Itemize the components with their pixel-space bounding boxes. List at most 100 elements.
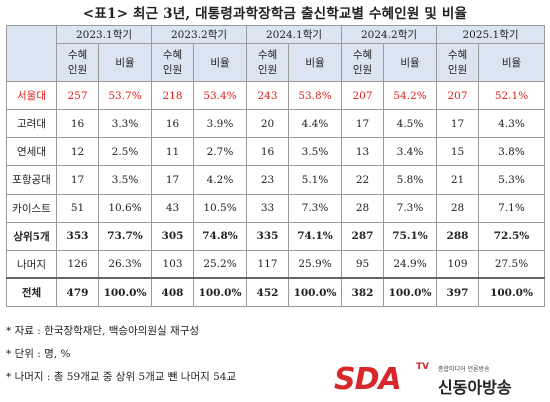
cell-count: 353: [56, 221, 99, 251]
cell-ratio: 4.4%: [288, 109, 342, 139]
cell-ratio: 4.5%: [383, 109, 437, 139]
subheader-ratio: 비율: [383, 43, 437, 82]
header-semester: 2024.2학기: [341, 25, 437, 44]
row-label: 연세대: [6, 137, 57, 167]
subheader-count-line1: 수혜: [162, 48, 183, 61]
cell-count: 207: [436, 80, 479, 111]
subheader-ratio: 비율: [478, 43, 545, 82]
cell-count: 257: [56, 80, 99, 111]
row-label: 카이스트: [6, 193, 57, 223]
cell-ratio: 24.9%: [383, 249, 437, 279]
cell-ratio: 3.5%: [288, 137, 342, 167]
cell-count: 17: [151, 165, 194, 195]
cell-count: 17: [341, 109, 384, 139]
cell-ratio: 2.5%: [98, 137, 152, 167]
table-row: 서울대 257 53.7% 218 53.4% 243 53.8% 207 54.2% 207 52…: [6, 80, 545, 111]
cell-count: 23: [246, 165, 289, 195]
cell-count: 103: [151, 249, 194, 279]
cell-ratio: 5.3%: [478, 165, 545, 195]
cell-count: 207: [341, 80, 384, 111]
table-row: 전체 479 100.0% 408 100.0% 452 100.0% 382 100.0% 39…: [6, 277, 545, 308]
cell-ratio: 52.1%: [478, 80, 545, 111]
subheader-count-line2: 인원: [447, 63, 468, 76]
logo-tagline: 종합미디어 언론방송: [438, 366, 490, 373]
cell-ratio: 3.4%: [383, 137, 437, 167]
cell-ratio: 53.4%: [193, 80, 247, 111]
cell-ratio: 5.8%: [383, 165, 437, 195]
cell-count: 11: [151, 137, 194, 167]
cell-count: 13: [341, 137, 384, 167]
subheader-count-line1: 수혜: [67, 48, 88, 61]
subheader-count-line2: 인원: [67, 63, 88, 76]
cell-ratio: 100.0%: [383, 277, 437, 308]
cell-ratio: 26.3%: [98, 249, 152, 279]
cell-count: 51: [56, 193, 99, 223]
cell-count: 382: [341, 277, 384, 308]
cell-count: 16: [151, 109, 194, 139]
note-unit: * 단위 : 명, %: [6, 348, 71, 360]
cell-count: 21: [436, 165, 479, 195]
header-semester: 2023.1학기: [56, 25, 152, 44]
cell-count: 33: [246, 193, 289, 223]
cell-ratio: 74.8%: [193, 221, 247, 251]
cell-ratio: 3.8%: [478, 137, 545, 167]
cell-count: 126: [56, 249, 99, 279]
cell-count: 16: [246, 137, 289, 167]
row-label: 서울대: [6, 80, 57, 111]
cell-ratio: 25.2%: [193, 249, 247, 279]
cell-count: 335: [246, 221, 289, 251]
cell-ratio: 2.7%: [193, 137, 247, 167]
table-row: 상위5개 353 73.7% 305 74.8% 335 74.1% 287 75.1% 288 7…: [6, 221, 545, 251]
cell-ratio: 72.5%: [478, 221, 545, 251]
cell-count: 397: [436, 277, 479, 308]
cell-count: 28: [341, 193, 384, 223]
subheader-count: 수혜 인원: [341, 43, 384, 82]
cell-count: 20: [246, 109, 289, 139]
cell-count: 109: [436, 249, 479, 279]
subheader-ratio: 비율: [98, 43, 152, 82]
logo-tv: TV: [416, 362, 430, 372]
table-body: 서울대 257 53.7% 218 53.4% 243 53.8% 207 54.2% 207 52…: [6, 80, 545, 308]
cell-ratio: 4.3%: [478, 109, 545, 139]
subheader-count-line2: 인원: [257, 63, 278, 76]
header-row-subcolumns: 수혜 인원 비율 수혜 인원 비율 수혜 인원 비율 수혜 인원 비율 수혜 인원 비율: [7, 43, 545, 82]
cell-ratio: 100.0%: [288, 277, 342, 308]
row-label: 고려대: [6, 109, 57, 139]
cell-count: 243: [246, 80, 289, 111]
cell-ratio: 73.7%: [98, 221, 152, 251]
cell-ratio: 3.9%: [193, 109, 247, 139]
cell-ratio: 3.5%: [98, 165, 152, 195]
cell-count: 17: [436, 109, 479, 139]
cell-count: 288: [436, 221, 479, 251]
cell-ratio: 7.1%: [478, 193, 545, 223]
cell-ratio: 53.8%: [288, 80, 342, 111]
table-row: 연세대 12 2.5% 11 2.7% 16 3.5% 13 3.4% 15 3.8%: [6, 137, 545, 167]
cell-count: 12: [56, 137, 99, 167]
cell-ratio: 74.1%: [288, 221, 342, 251]
row-label: 포항공대: [6, 165, 57, 195]
cell-ratio: 53.7%: [98, 80, 152, 111]
subheader-count-line1: 수혜: [447, 48, 468, 61]
cell-ratio: 10.6%: [98, 193, 152, 223]
table-row: 나머지 126 26.3% 103 25.2% 117 25.9% 95 24.9% 109 27.…: [6, 249, 545, 279]
subheader-count-line1: 수혜: [257, 48, 278, 61]
cell-ratio: 54.2%: [383, 80, 437, 111]
cell-count: 22: [341, 165, 384, 195]
header-semester: 2025.1학기: [436, 25, 545, 44]
logo-sda: SDA: [334, 362, 402, 397]
subheader-count-line2: 인원: [352, 63, 373, 76]
row-label: 상위5개: [6, 221, 57, 251]
cell-count: 15: [436, 137, 479, 167]
cell-ratio: 25.9%: [288, 249, 342, 279]
cell-ratio: 3.3%: [98, 109, 152, 139]
cell-count: 16: [56, 109, 99, 139]
data-table: 2023.1학기 2023.2학기 2024.1학기 2024.2학기 2025…: [6, 25, 545, 308]
subheader-count-line2: 인원: [162, 63, 183, 76]
broadcaster-logo: SDA TV 종합미디어 언론방송 신동아방송: [334, 362, 544, 400]
cell-count: 218: [151, 80, 194, 111]
cell-ratio: 100.0%: [478, 277, 545, 308]
cell-count: 28: [436, 193, 479, 223]
